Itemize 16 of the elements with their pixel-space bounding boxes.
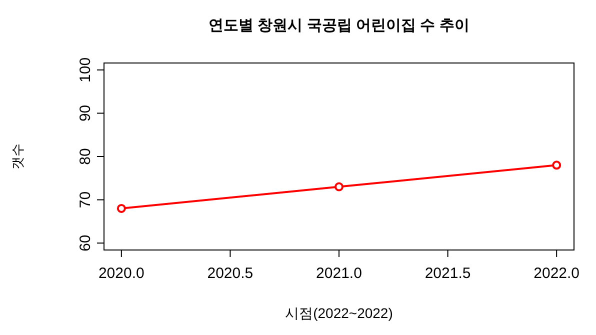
point <box>334 182 344 192</box>
x-tick-label: 2020.0 <box>98 265 144 282</box>
y-tick-label: 90 <box>77 104 94 122</box>
x-tick-label: 2020.5 <box>207 265 254 282</box>
x-axis-title: 시점(2022~2022) <box>285 305 393 321</box>
x-tick-label: 2021.0 <box>316 265 362 282</box>
y-axis-title: 갯수 <box>10 144 25 170</box>
point <box>552 160 562 170</box>
point <box>116 204 126 213</box>
y-tick-label: 100 <box>77 57 94 82</box>
x-tick-label: 2022.0 <box>534 265 580 282</box>
chart-title: 연도별 창원시 국공립 어린이집 수 추이 <box>208 17 470 34</box>
x-tick-label: 2021.5 <box>424 265 471 282</box>
y-tick-label: 60 <box>77 234 94 252</box>
y-tick-label: 70 <box>77 191 94 208</box>
y-tick-label: 80 <box>77 148 94 165</box>
